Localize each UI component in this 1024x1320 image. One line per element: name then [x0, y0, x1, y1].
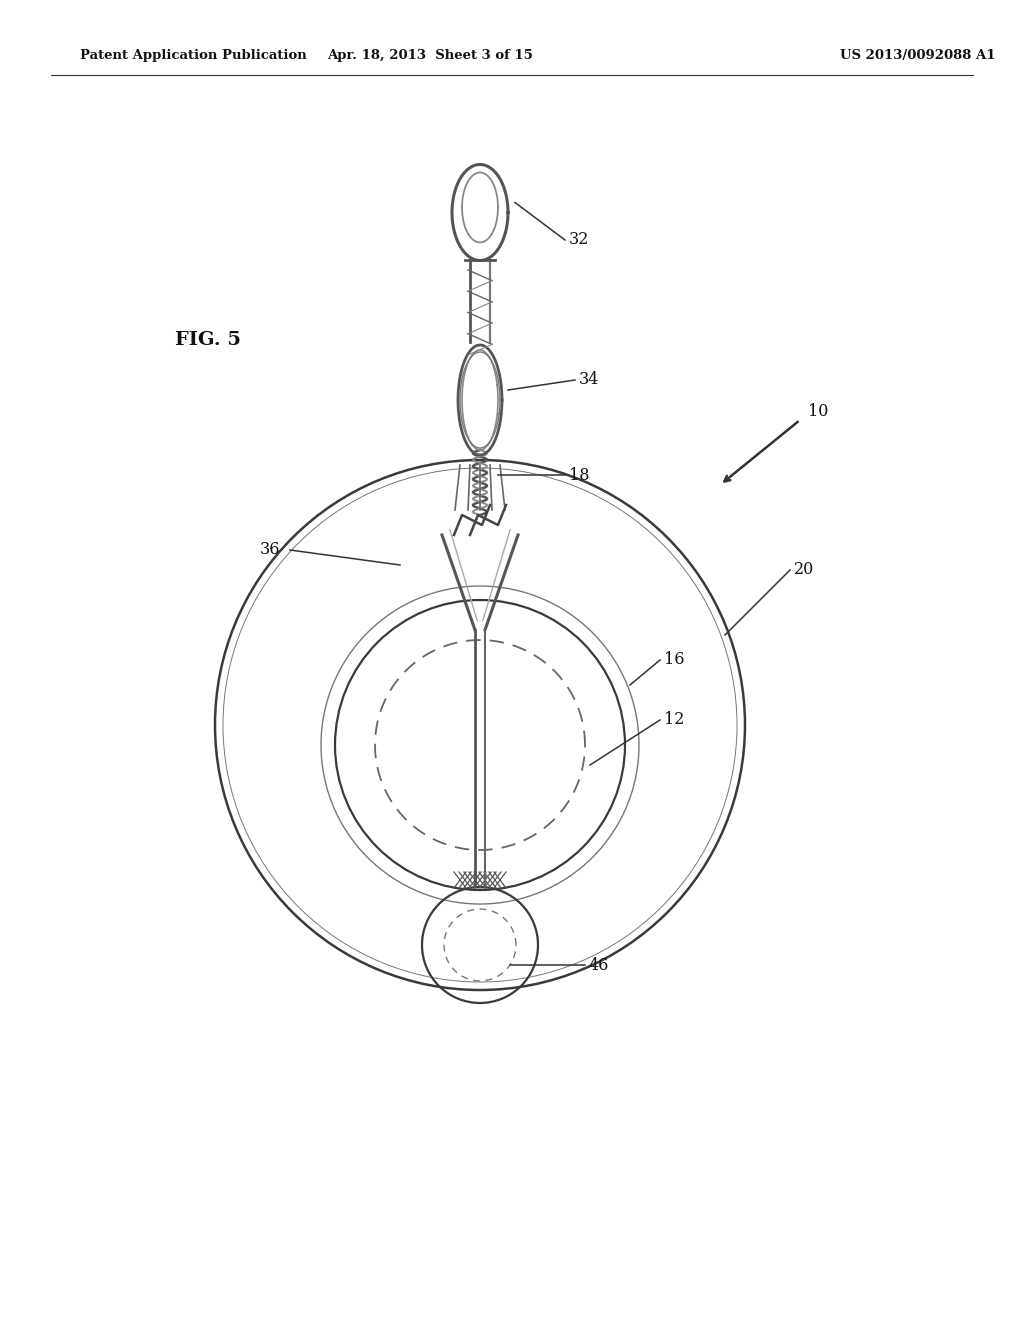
Text: 20: 20	[794, 561, 814, 578]
Text: Patent Application Publication: Patent Application Publication	[80, 49, 307, 62]
Text: 32: 32	[569, 231, 590, 248]
Text: FIG. 5: FIG. 5	[175, 331, 241, 348]
Text: US 2013/0092088 A1: US 2013/0092088 A1	[840, 49, 995, 62]
Text: 46: 46	[589, 957, 609, 974]
Text: Apr. 18, 2013  Sheet 3 of 15: Apr. 18, 2013 Sheet 3 of 15	[327, 49, 532, 62]
Text: 36: 36	[260, 541, 281, 558]
Text: 12: 12	[664, 711, 684, 729]
Text: 18: 18	[569, 466, 590, 483]
Text: 34: 34	[579, 371, 599, 388]
Text: 16: 16	[664, 652, 684, 668]
Text: 10: 10	[808, 404, 828, 421]
